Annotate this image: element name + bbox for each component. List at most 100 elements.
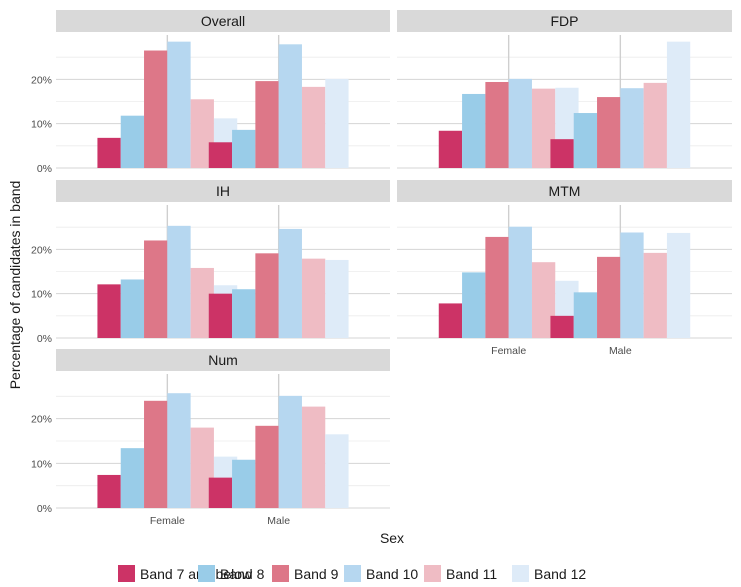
bar-ih-female-band-1 — [97, 284, 121, 338]
bar-ih-female-band-2 — [120, 279, 145, 338]
x-tick-label: Female — [150, 515, 185, 527]
x-tick-label: Male — [609, 345, 632, 357]
panel-title: Overall — [201, 13, 245, 29]
legend-label: Band 11 — [446, 566, 497, 582]
bar-num-male-band-5 — [301, 406, 326, 508]
legend-label: Band 7 and below — [140, 566, 253, 582]
bar-num-female-band-1 — [97, 474, 121, 508]
legend-swatch — [118, 565, 135, 582]
panel-strip — [56, 180, 390, 202]
y-tick-label: 10% — [31, 458, 52, 470]
legend-label: Band 8 — [220, 566, 265, 582]
bar-fdp-female-band-2 — [462, 93, 486, 168]
bar-mtm-male-band-6 — [666, 232, 691, 338]
bar-ih-male-band-3 — [255, 253, 279, 338]
bar-mtm-female-band-1 — [438, 303, 463, 338]
bar-mtm-male-band-1 — [550, 315, 574, 338]
bar-ih-female-band-4 — [167, 225, 191, 338]
bar-mtm-female-band-2 — [462, 272, 486, 338]
bar-num-female-band-4 — [167, 393, 191, 508]
y-tick-label: 20% — [31, 74, 52, 86]
bar-num-male-band-1 — [208, 477, 233, 508]
bar-num-male-band-4 — [278, 395, 302, 508]
legend-item-band-4: Band 10 — [344, 565, 418, 582]
legend-label: Band 10 — [366, 566, 418, 582]
panel-fdp: FDP — [397, 10, 732, 169]
bar-ih-male-band-2 — [232, 289, 256, 338]
bar-overall-female-band-3 — [144, 50, 168, 169]
bar-overall-male-band-2 — [232, 129, 256, 168]
bar-num-male-band-6 — [325, 434, 349, 508]
bar-fdp-male-band-6 — [666, 41, 691, 168]
bar-fdp-male-band-4 — [620, 88, 644, 168]
bar-overall-male-band-1 — [208, 142, 233, 168]
bar-mtm-female-band-4 — [508, 226, 532, 338]
bar-fdp-male-band-2 — [573, 113, 598, 168]
legend-item-band-5: Band 11 — [424, 565, 497, 582]
bar-overall-male-band-6 — [325, 78, 349, 168]
x-axis-title: Sex — [380, 530, 404, 546]
panel-title: FDP — [551, 13, 579, 29]
panel-title: Num — [208, 352, 238, 368]
legend-label: Band 9 — [294, 566, 339, 582]
bar-mtm-male-band-5 — [643, 252, 667, 338]
bar-fdp-female-band-4 — [508, 78, 532, 168]
y-tick-label: 10% — [31, 289, 52, 301]
panel-num: Num 0% 10% 20% Female Male — [31, 349, 390, 527]
legend-swatch — [272, 565, 289, 582]
bar-mtm-male-band-3 — [597, 256, 621, 338]
bar-ih-male-band-6 — [325, 259, 349, 338]
panel-strip — [56, 10, 390, 32]
bar-ih-male-band-1 — [208, 293, 233, 338]
bar-fdp-male-band-5 — [643, 82, 667, 168]
bar-fdp-female-band-1 — [438, 130, 463, 168]
bar-mtm-female-band-3 — [485, 236, 509, 338]
bar-overall-male-band-4 — [278, 44, 302, 169]
panel-title: IH — [216, 183, 230, 199]
y-axis-title: Percentage of candidates in band — [7, 181, 23, 390]
panel-strip — [56, 349, 390, 371]
legend-swatch — [198, 565, 215, 582]
y-tick-label: 0% — [37, 333, 52, 345]
legend-item-band-1: Band 7 and below — [118, 565, 253, 582]
bar-num-female-band-5 — [190, 427, 214, 508]
bar-num-female-band-3 — [144, 400, 168, 508]
bar-mtm-female-band-5 — [531, 262, 556, 338]
x-tick-label: Female — [491, 345, 526, 357]
y-tick-label: 20% — [31, 414, 52, 426]
y-tick-label: 10% — [31, 119, 52, 131]
legend-swatch — [344, 565, 361, 582]
legend-item-band-3: Band 9 — [272, 565, 339, 582]
legend-label: Band 12 — [534, 566, 586, 582]
bar-mtm-male-band-4 — [620, 232, 644, 338]
legend-swatch — [424, 565, 441, 582]
bar-ih-male-band-5 — [301, 258, 326, 338]
bar-overall-female-band-2 — [120, 115, 145, 168]
panel-strip — [397, 10, 732, 32]
bar-overall-female-band-1 — [97, 137, 121, 168]
bar-overall-female-band-4 — [167, 41, 191, 168]
bar-num-male-band-2 — [232, 459, 256, 508]
bar-fdp-female-band-5 — [531, 88, 556, 168]
panels-layer: Overall 0% 10% 20% FDP IH 0% 10% 20% MTM Female Mal… — [31, 10, 732, 527]
legend-swatch — [512, 565, 529, 582]
bar-ih-male-band-4 — [278, 228, 302, 338]
bar-overall-male-band-5 — [301, 86, 326, 168]
bar-num-female-band-2 — [120, 448, 145, 508]
panel-ih: IH 0% 10% 20% — [31, 180, 390, 345]
y-tick-label: 0% — [37, 503, 52, 515]
bar-overall-male-band-3 — [255, 81, 279, 168]
bar-fdp-female-band-3 — [485, 81, 509, 168]
bar-num-male-band-3 — [255, 425, 279, 508]
bar-fdp-male-band-3 — [597, 97, 621, 168]
y-tick-label: 20% — [31, 244, 52, 256]
legend-item-band-6: Band 12 — [512, 565, 586, 582]
panel-title: MTM — [549, 183, 581, 199]
bar-fdp-male-band-1 — [550, 139, 574, 168]
bar-overall-female-band-5 — [190, 99, 214, 168]
panel-strip — [397, 180, 732, 202]
y-tick-label: 0% — [37, 163, 52, 175]
panel-overall: Overall 0% 10% 20% — [31, 10, 390, 175]
